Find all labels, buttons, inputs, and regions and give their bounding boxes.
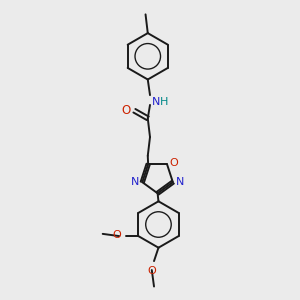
Text: O: O — [170, 158, 178, 168]
Text: O: O — [121, 104, 130, 117]
Text: N: N — [152, 98, 160, 107]
Text: O: O — [147, 266, 156, 276]
Text: N: N — [176, 177, 184, 187]
Text: H: H — [160, 98, 168, 107]
Text: O: O — [112, 230, 121, 240]
Text: N: N — [131, 177, 140, 187]
